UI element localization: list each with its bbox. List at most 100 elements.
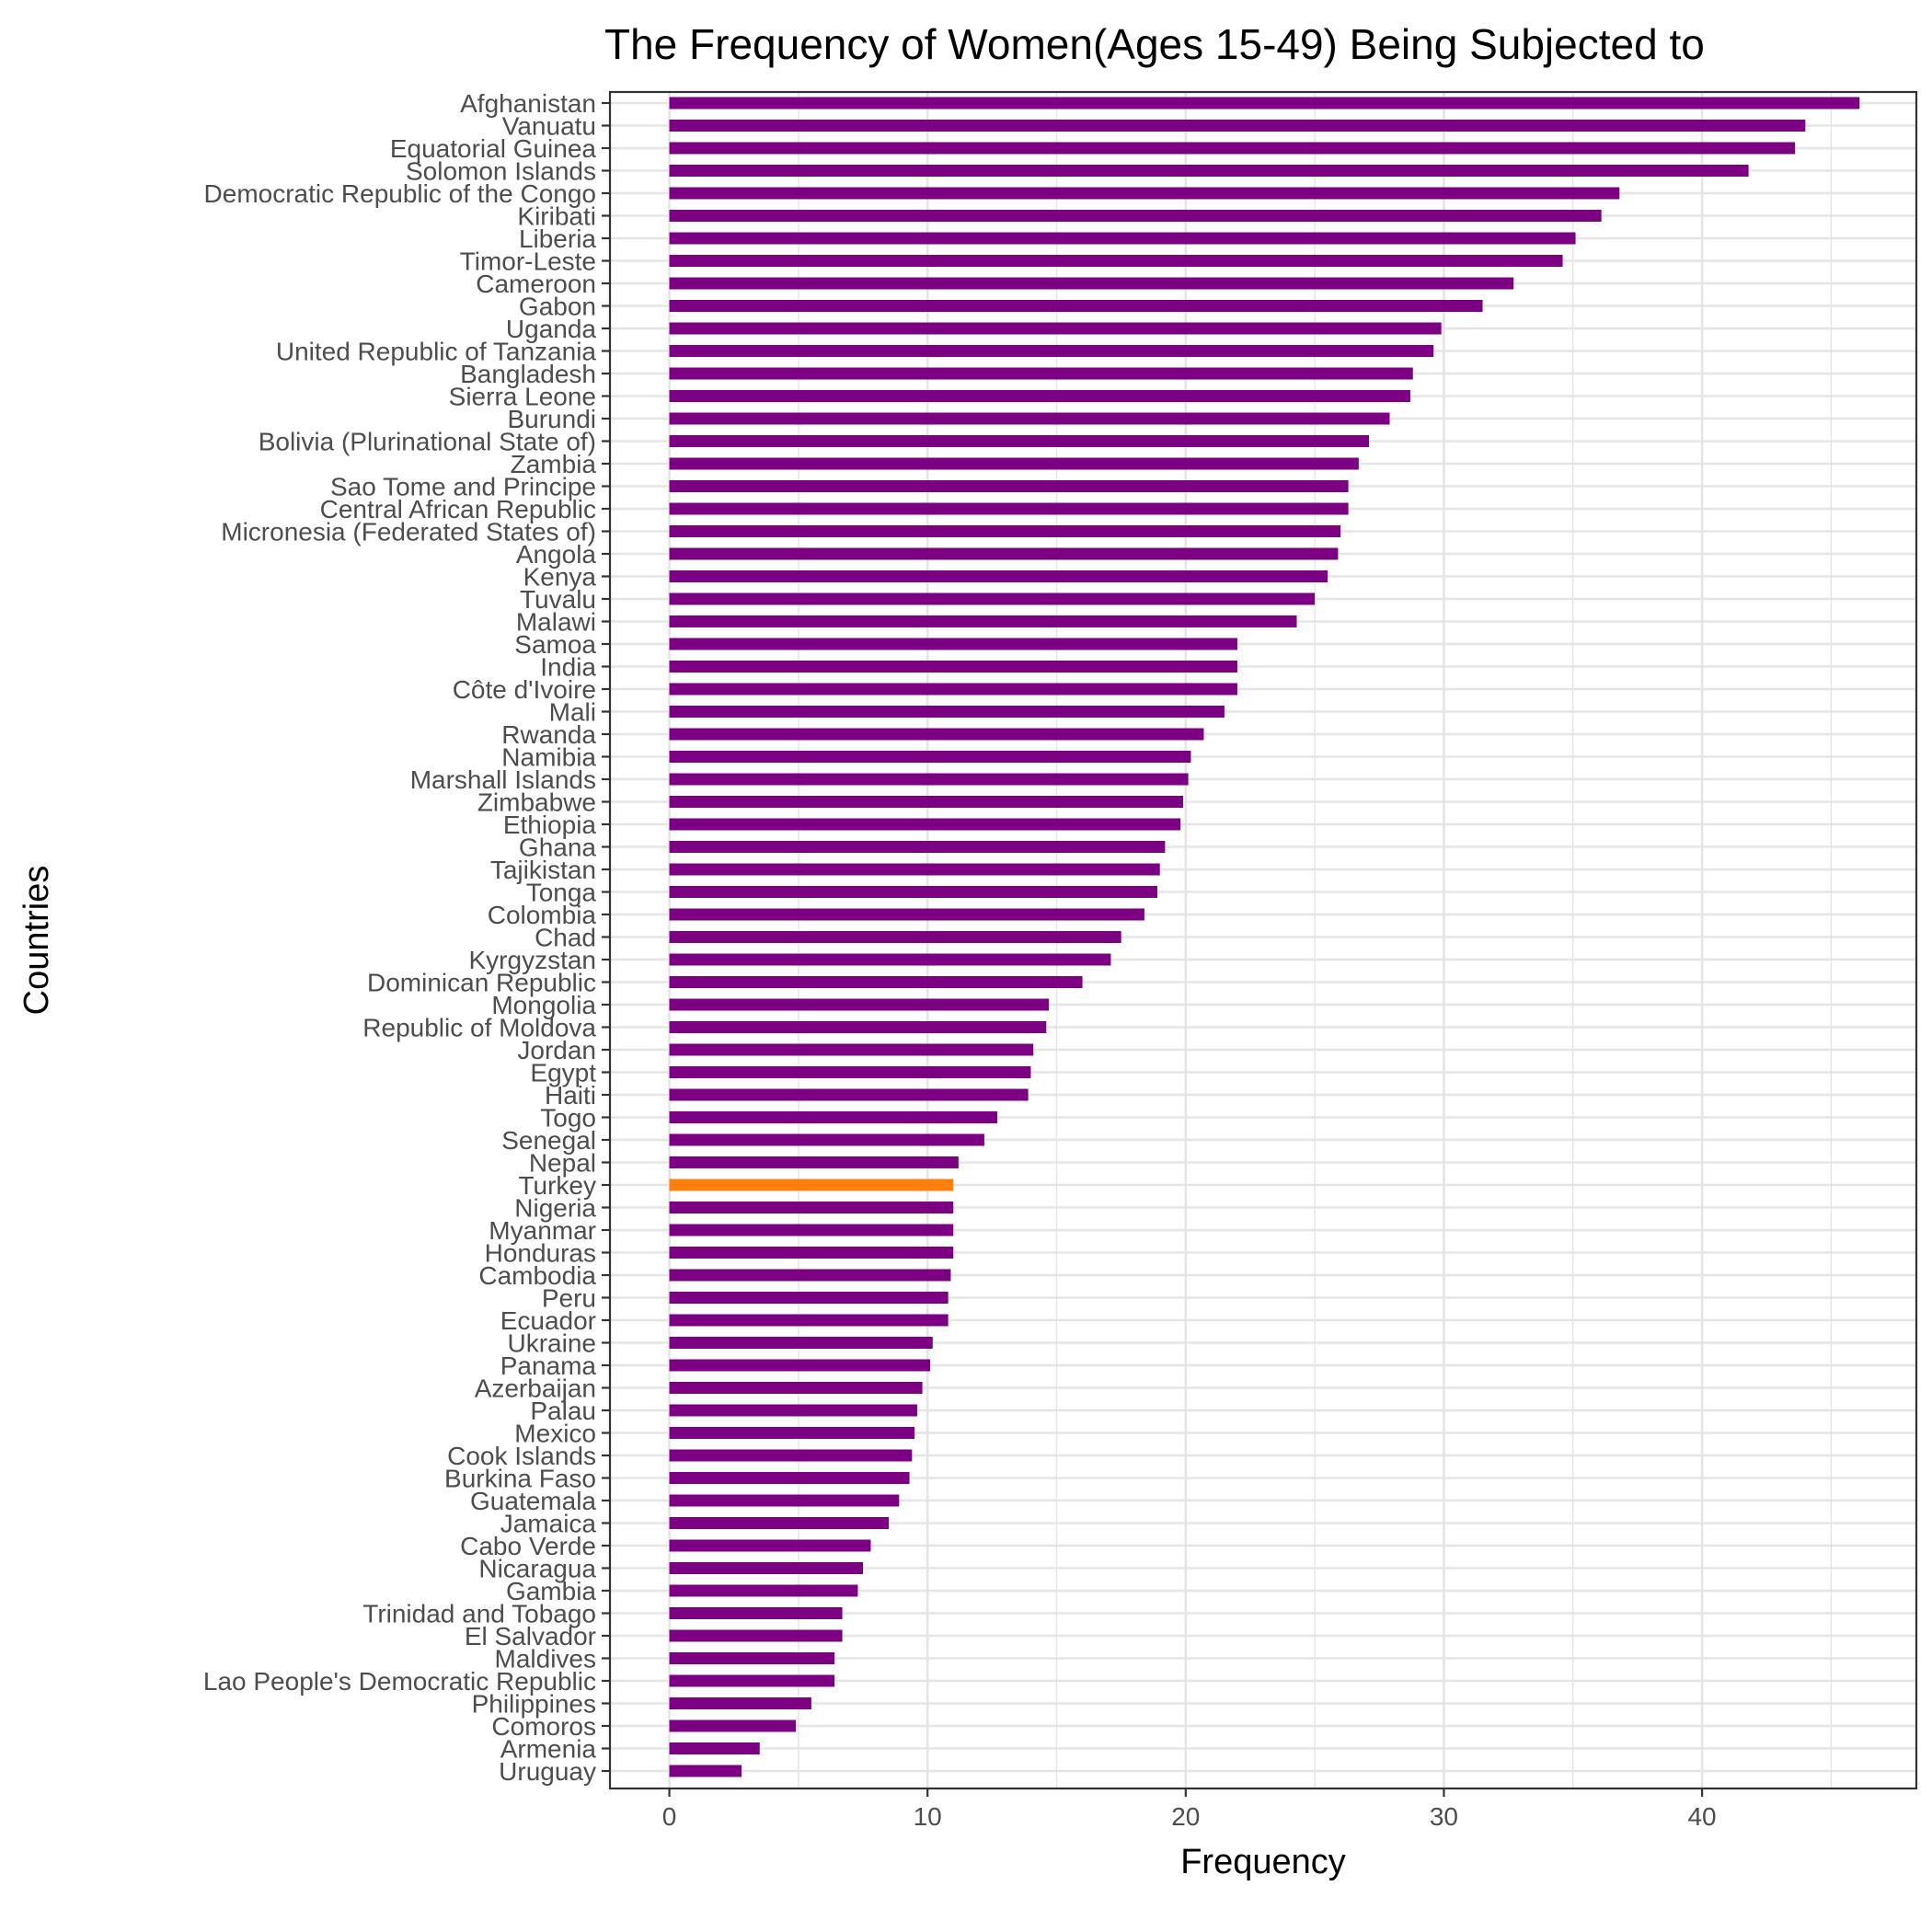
bars (669, 97, 1860, 1777)
bar (669, 886, 1157, 898)
x-axis: 0 10 20 30 40 (662, 1788, 1717, 1831)
bar (669, 998, 1050, 1011)
y-tick-label: Honduras (485, 1239, 596, 1268)
y-tick-label: Marshall Islands (410, 765, 596, 794)
bar (669, 1584, 858, 1597)
bar (669, 1517, 890, 1529)
bar (669, 1494, 900, 1507)
bar (669, 1382, 923, 1394)
bar (669, 210, 1602, 222)
bar (669, 1202, 954, 1213)
y-tick-label: Bolivia (Plurinational State of) (259, 428, 596, 456)
y-tick-label: Ukraine (508, 1329, 596, 1358)
bar (669, 1088, 1029, 1101)
y-tick-label: Tonga (526, 879, 597, 907)
y-tick-label: Turkey (518, 1171, 596, 1200)
bar (669, 1292, 949, 1304)
y-tick-label: Uruguay (499, 1757, 596, 1786)
bar (669, 953, 1111, 966)
y-tick-label: Malawi (516, 608, 596, 637)
y-tick-label: Nepal (529, 1149, 596, 1178)
y-tick-label: Comoros (491, 1712, 596, 1741)
y-tick-label: Nigeria (514, 1194, 596, 1223)
panel-border (608, 90, 1918, 1790)
bar (669, 502, 1349, 515)
y-tick-label: Democratic Republic of the Congo (204, 179, 596, 208)
x-tick-label: 30 (1430, 1802, 1458, 1831)
y-tick-label: Ethiopia (503, 811, 597, 839)
y-tick-label: Micronesia (Federated States of) (221, 518, 596, 546)
y-tick-label: Egypt (530, 1059, 596, 1087)
bar (669, 818, 1181, 831)
bar (669, 322, 1442, 335)
y-tick-label: Chad (535, 924, 596, 952)
y-tick-label: Angola (516, 540, 597, 569)
y-tick-label: Tuvalu (520, 585, 596, 614)
bar (669, 412, 1390, 425)
y-tick-label: Ecuador (500, 1306, 596, 1335)
y-tick-label: Timor-Leste (460, 247, 596, 276)
bar (669, 638, 1237, 650)
bar (669, 1359, 930, 1372)
y-tick-label: Nicaragua (478, 1555, 596, 1583)
bar (669, 570, 1328, 582)
y-tick-label: Kenya (523, 563, 597, 592)
bar (669, 1427, 915, 1439)
y-tick-label: Maldives (495, 1645, 596, 1673)
bar (669, 142, 1796, 155)
y-tick-label: Uganda (506, 315, 597, 343)
bar (669, 1179, 954, 1191)
bar (669, 908, 1144, 921)
y-tick-label: Afghanistan (460, 89, 596, 118)
y-tick-label: Guatemala (470, 1487, 596, 1515)
y-tick-label: Namibia (501, 743, 596, 772)
bar (669, 1247, 954, 1259)
x-axis-title: Frequency (1180, 1843, 1346, 1881)
y-tick-label: Kyrgyzstan (469, 946, 597, 974)
y-tick-label: Trinidad and Tobago (362, 1600, 596, 1628)
y-tick-label: Dominican Republic (367, 969, 596, 997)
bar (669, 1224, 954, 1236)
y-tick-label: Lao People's Democratic Republic (203, 1667, 596, 1696)
bar (669, 1719, 797, 1732)
x-tick-label: 0 (662, 1802, 677, 1831)
y-tick-label: Cameroon (476, 270, 596, 298)
y-tick-label: El Salvador (465, 1622, 596, 1650)
y-tick-label: Bangladesh (460, 360, 596, 388)
y-tick-label: India (540, 653, 596, 682)
bar (669, 457, 1359, 470)
y-tick-label: Panama (500, 1351, 597, 1380)
x-tick-label: 20 (1171, 1802, 1200, 1831)
bar (669, 547, 1339, 560)
bar (669, 1066, 1031, 1078)
bar (669, 1562, 864, 1574)
y-tick-label: Gabon (519, 293, 596, 321)
bar (669, 728, 1204, 741)
y-tick-label: Philippines (472, 1690, 596, 1719)
bar (669, 841, 1166, 853)
bar (669, 1629, 843, 1642)
bar (669, 390, 1410, 402)
bar (669, 1133, 984, 1146)
y-tick-label: Ghana (519, 834, 596, 862)
x-tick-label: 10 (914, 1802, 942, 1831)
bar (669, 1156, 959, 1168)
y-tick-label: Samoa (514, 630, 596, 659)
y-tick-label: Kiribati (517, 202, 596, 231)
bar (669, 1539, 871, 1552)
y-tick-label: Liberia (519, 224, 596, 253)
bar (669, 863, 1160, 876)
bar (669, 683, 1237, 696)
bar (669, 367, 1413, 380)
bar (669, 120, 1806, 132)
y-tick-label: Côte d'Ivoire (453, 675, 596, 704)
bar (669, 1742, 760, 1754)
y-tick-label: Haiti (545, 1081, 596, 1110)
bar (669, 615, 1297, 627)
bar (669, 1314, 949, 1327)
y-tick-label: Armenia (500, 1735, 597, 1764)
chart-title: The Frequency of Women(Ages 15-49) Being… (604, 20, 1705, 68)
bar (669, 165, 1749, 177)
y-tick-label: Rwanda (501, 720, 596, 749)
